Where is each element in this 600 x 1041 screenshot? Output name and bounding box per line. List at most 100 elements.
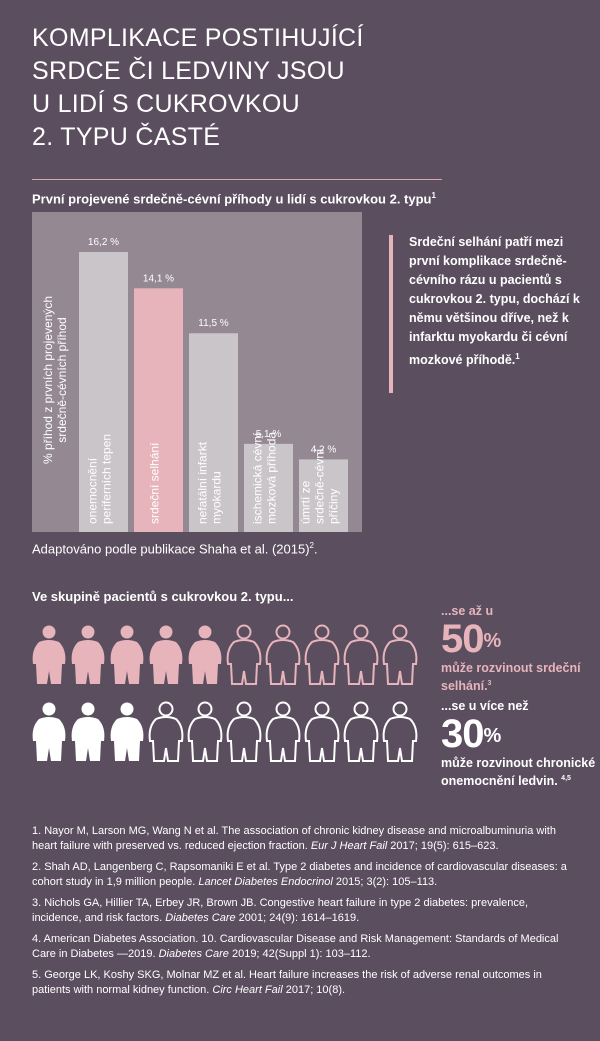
reference-text: 5. George LK, Koshy SKG, Molnar MZ et al… — [32, 969, 542, 996]
category-label-line: nefatální infarkt — [196, 441, 210, 524]
reference-rest: 2015; 3(2): 105–113. — [332, 876, 438, 888]
stat-number: 30 — [441, 712, 484, 756]
category-label-line: periferních tepen — [100, 434, 114, 524]
category-label-line: srdečně-cévní — [313, 448, 327, 524]
bar — [244, 443, 293, 532]
stat-number: 50 — [441, 617, 484, 661]
stat-description: může rozvinout chronické onemocnění ledv… — [441, 755, 596, 789]
bar-value-label: 5,1 % — [256, 429, 282, 440]
stat-prefix: ...se u více než — [441, 699, 529, 713]
person-outline-icon — [226, 624, 262, 685]
person-outline-icon — [382, 701, 418, 762]
reference-journal: Circ Heart Fail — [212, 984, 283, 996]
category-label-line: onemocnění — [86, 457, 100, 524]
heart-failure-note: Srdeční selhání patří mezi první komplik… — [409, 233, 584, 370]
category-label-line: myokardu — [210, 471, 224, 524]
stat-desc-text: může rozvinout srdeční selhání. — [441, 661, 581, 694]
category-label: ischemická cévnímozková příhoda — [251, 432, 279, 524]
person-outline-icon — [343, 624, 379, 685]
y-axis-label-line: srdečně-cévních příhod — [55, 317, 69, 442]
stat-desc-text: může rozvinout chronické onemocnění ledv… — [441, 756, 596, 789]
bar-chart: % příhod z prvních projevenýchsrdečně-cé… — [32, 212, 362, 532]
y-axis-label: % příhod z prvních projevenýchsrdečně-cé… — [41, 296, 69, 464]
note-accent-bar — [389, 235, 393, 393]
reference-rest: 2019; 42(Suppl 1): 103–112. — [228, 948, 371, 960]
category-label: úmrtí zesrdečně-cévnípříčiny — [299, 448, 341, 524]
category-label: nefatální infarktmyokardu — [196, 441, 224, 524]
reference-item: 3. Nichols GA, Hillier TA, Erbey JR, Bro… — [32, 896, 572, 926]
reference-rest: 2001; 24(9): 1614–1619. — [235, 912, 360, 924]
stat-ref: 4,5 — [561, 775, 571, 782]
stat-percentage: 30% — [441, 713, 596, 755]
person-outline-icon — [304, 624, 340, 685]
person-filled-icon — [149, 625, 183, 684]
reference-text: 4. American Diabetes Association. 10. Ca… — [32, 933, 559, 960]
bar-value-label: 11,5 % — [198, 318, 228, 329]
category-label-line: mozková příhoda — [265, 432, 279, 524]
note-ref: 1 — [515, 352, 520, 361]
person-outline-icon — [187, 701, 223, 762]
category-label-line: úmrtí ze — [299, 480, 313, 524]
person-outline-icon — [343, 701, 379, 762]
references: 1. Nayor M, Larson MG, Wang N et al. The… — [32, 824, 572, 1004]
reference-item: 5. George LK, Koshy SKG, Molnar MZ et al… — [32, 968, 572, 998]
chart-title-ref: 1 — [431, 191, 436, 200]
person-filled-icon — [32, 625, 66, 684]
stat-heart-failure: ...se až u 50% může rozvinout srdeční se… — [441, 604, 596, 694]
stat-prefix: ...se až u — [441, 604, 494, 618]
category-label-line: srdeční selhání — [148, 442, 162, 524]
bar-value-label: 14,1 % — [143, 273, 174, 284]
bar — [79, 252, 128, 532]
bar-value-label: 16,2 % — [88, 237, 119, 248]
category-label-line: příčiny — [327, 489, 341, 524]
bar — [134, 288, 183, 532]
stat-description: může rozvinout srdeční selhání.3 — [441, 660, 596, 694]
reference-rest: 2017; 10(8). — [282, 984, 346, 996]
reference-rest: 2017; 19(5): 615–623. — [387, 840, 499, 852]
stat-kidney-disease: ...se u více než 30% může rozvinout chro… — [441, 699, 596, 789]
stat-ref: 3 — [487, 680, 492, 687]
bar — [189, 333, 238, 532]
stat-unit: % — [483, 725, 502, 747]
title-line: KOMPLIKACE POSTIHUJÍCÍ — [32, 24, 364, 52]
reference-text: 3. Nichols GA, Hillier TA, Erbey JR, Bro… — [32, 897, 529, 924]
person-filled-icon — [188, 625, 222, 684]
chart-title: První projevené srdečně-cévní příhody u … — [32, 191, 436, 206]
title-line: 2. TYPU ČASTÉ — [32, 123, 221, 151]
bar-value-label: 4,2 % — [311, 444, 337, 455]
person-filled-icon — [32, 702, 66, 761]
note-text: Srdeční selhání patří mezi první komplik… — [409, 235, 580, 368]
group-title: Ve skupině pacientů s cukrovkou 2. typu.… — [32, 589, 294, 604]
people-row-heart-failure — [30, 624, 430, 688]
category-label-line: ischemická cévní — [251, 432, 265, 524]
category-label: onemocněníperiferních tepen — [86, 434, 114, 524]
person-outline-icon — [226, 701, 262, 762]
reference-text: 1. Nayor M, Larson MG, Wang N et al. The… — [32, 825, 556, 852]
reference-journal: Diabetes Care — [158, 948, 229, 960]
bar — [299, 459, 348, 532]
title-line: SRDCE ČI LEDVINY JSOU — [32, 57, 345, 85]
page-title: KOMPLIKACE POSTIHUJÍCÍ SRDCE ČI LEDVINY … — [32, 22, 452, 154]
reference-journal: Eur J Heart Fail — [310, 840, 388, 852]
person-filled-icon — [71, 702, 105, 761]
source-ref: 2 — [309, 541, 314, 550]
stat-percentage: 50% — [441, 618, 596, 660]
category-label: srdeční selhání — [148, 442, 162, 524]
chart-source: Adaptováno podle publikace Shaha et al. … — [32, 541, 318, 557]
y-axis-label-line: % příhod z prvních projevených — [41, 296, 55, 464]
people-row-kidney-disease — [30, 701, 430, 765]
person-outline-icon — [382, 624, 418, 685]
source-text: Adaptováno podle publikace Shaha et al. … — [32, 541, 310, 557]
reference-item: 1. Nayor M, Larson MG, Wang N et al. The… — [32, 824, 572, 854]
chart-title-text: První projevené srdečně-cévní příhody u … — [32, 191, 432, 207]
title-line: U LIDÍ S CUKROVKOU — [32, 90, 300, 118]
reference-journal: Lancet Diabetes Endocrinol — [198, 876, 333, 888]
person-filled-icon — [71, 625, 105, 684]
person-filled-icon — [110, 625, 144, 684]
reference-journal: Diabetes Care — [165, 912, 236, 924]
person-outline-icon — [265, 701, 301, 762]
reference-item: 2. Shah AD, Langenberg C, Rapsomaniki E … — [32, 860, 572, 890]
person-filled-icon — [110, 702, 144, 761]
reference-item: 4. American Diabetes Association. 10. Ca… — [32, 932, 572, 962]
person-outline-icon — [148, 701, 184, 762]
